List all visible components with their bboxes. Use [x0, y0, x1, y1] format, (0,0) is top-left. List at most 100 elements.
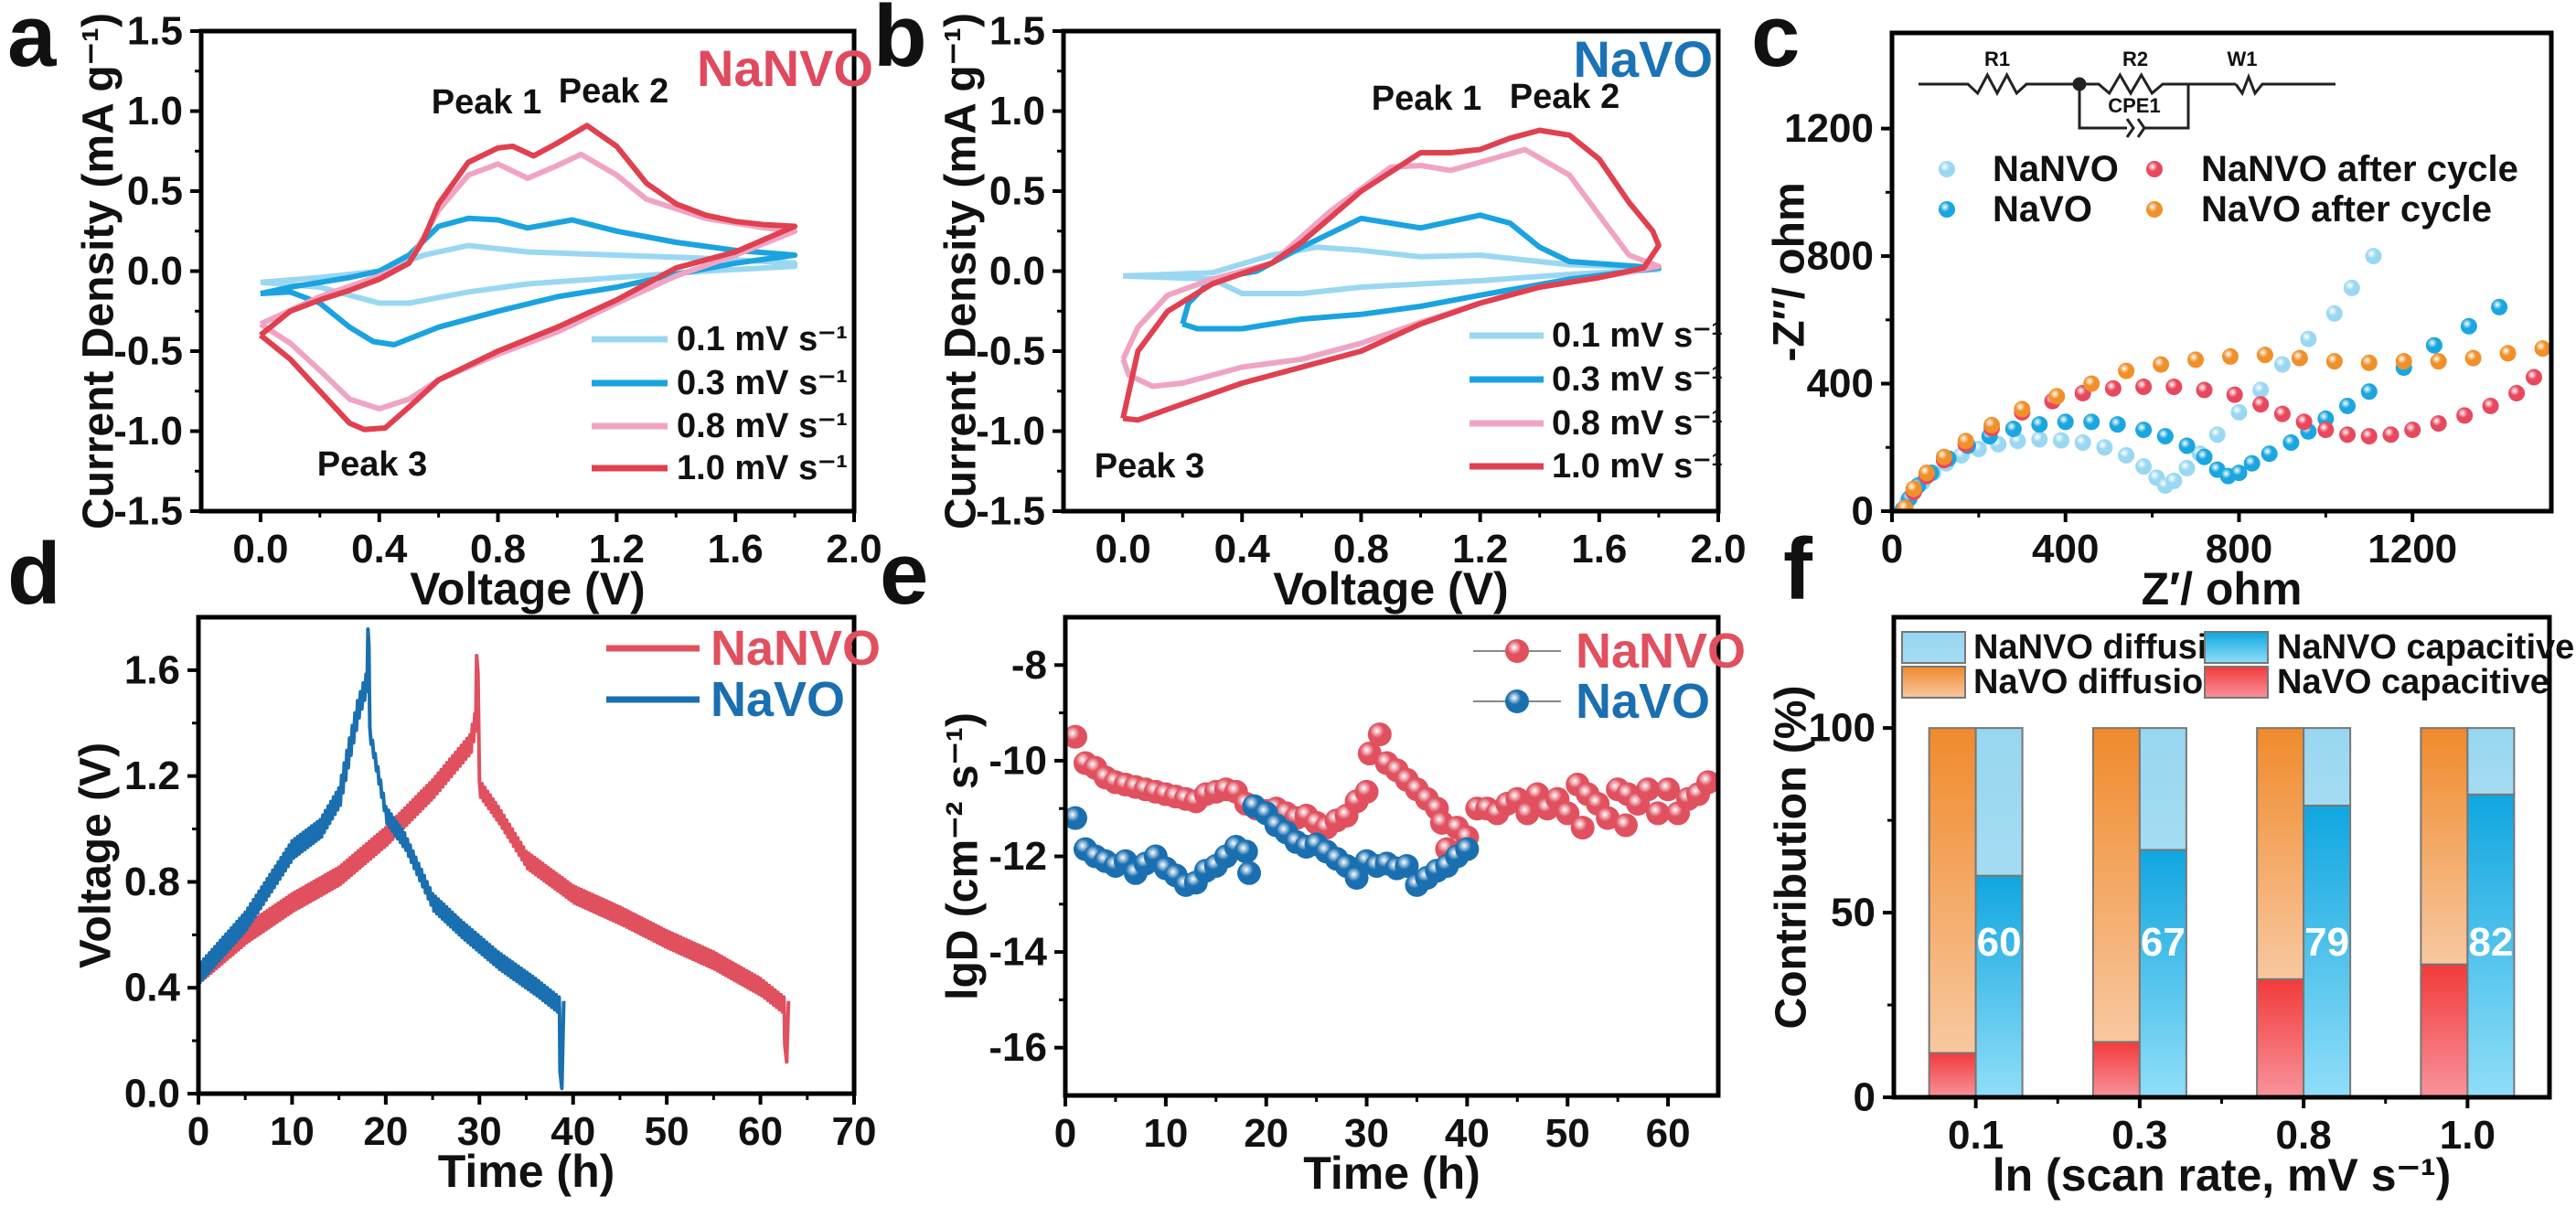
resistor-icon	[1919, 71, 2236, 97]
cpe-icon	[2078, 84, 2190, 138]
data-point	[2178, 459, 2196, 476]
x-tick-label: 0.0	[1096, 527, 1151, 572]
peak-label: Peak 2	[559, 72, 668, 111]
data-point	[2460, 317, 2477, 335]
legend-label: NaNVO after cycle	[2201, 149, 2518, 189]
x-tick-label: 0	[1881, 527, 1903, 572]
x-tick-label: 2.0	[826, 527, 882, 572]
data-point	[2230, 465, 2248, 482]
bar-value-label: 82	[2468, 920, 2513, 965]
y-tick-label: 0.5	[127, 169, 183, 214]
legend-item: 1.0 mV s⁻¹	[1470, 447, 1723, 486]
y-axis-title: Current Density (mA g⁻¹)	[75, 13, 123, 529]
data-point	[2295, 413, 2313, 431]
data-point	[2031, 416, 2048, 433]
bar-segment	[2256, 978, 2305, 1097]
legend-item: NaVO	[1473, 674, 1710, 729]
legend-label: NaNVO capacitive	[2277, 628, 2574, 667]
data-point	[1065, 724, 1087, 749]
legend-label: NaVO after cycle	[2201, 189, 2492, 230]
y-tick-label: 800	[1807, 234, 1874, 279]
sample-label: NaVO	[1574, 30, 1714, 88]
data-point	[1596, 806, 1620, 830]
x-tick-label: 1.0	[2440, 1113, 2496, 1158]
legend-marker	[2146, 201, 2163, 218]
data-point	[1354, 779, 1379, 804]
data-point	[2208, 426, 2226, 443]
legend-marker	[1939, 161, 1955, 177]
panel-e: e 0 10 20 30 40 50 60 -16 -14 -12 -10 -8 Time (h) lgD …	[880, 525, 1746, 1199]
x-tick-label: 1.6	[1571, 527, 1627, 572]
bar-segment	[2256, 727, 2305, 980]
legend-item: NaVO diffusion	[1901, 663, 2224, 701]
legend-label: 0.8 mV s⁻¹	[1552, 404, 1723, 443]
data-point	[2153, 356, 2170, 373]
legend-label: NaVO	[1993, 189, 2092, 230]
data-point	[1918, 465, 1935, 482]
x-tick-label: 30	[1344, 1111, 1389, 1156]
x-axis-title: Voltage (V)	[1273, 563, 1508, 614]
legend-label: 1.0 mV s⁻¹	[677, 449, 848, 487]
data-point	[2165, 379, 2183, 396]
y-tick-label: -1.0	[976, 409, 1045, 454]
data-point	[1957, 433, 1974, 450]
circuit-label: W1	[2228, 48, 2258, 70]
data-point	[2135, 458, 2153, 475]
panel-letter: e	[880, 525, 928, 623]
y-tick-label: 1.0	[989, 89, 1045, 134]
bar-segment	[2091, 1041, 2141, 1097]
y-tick-label: -8	[1011, 643, 1047, 688]
y-tick-label: 100	[1809, 706, 1876, 751]
data-point	[2135, 422, 2153, 439]
legend-item: 0.3 mV s⁻¹	[1470, 360, 1723, 399]
data-point	[2456, 407, 2474, 424]
data-point	[2382, 426, 2400, 443]
data-point	[2243, 454, 2261, 472]
bar-value-label: 79	[2304, 920, 2349, 965]
data-point	[1065, 806, 1087, 830]
y-tick-label: 1.2	[124, 753, 180, 798]
x-tick-label: 60	[1646, 1111, 1691, 1156]
bar-segment	[2303, 727, 2352, 807]
legend-label: NaVO diffusion	[1973, 663, 2224, 701]
data-point	[2057, 413, 2074, 431]
y-tick-label: 50	[1831, 891, 1876, 935]
x-tick-label: 0.4	[1214, 527, 1271, 572]
data-point	[2118, 446, 2135, 464]
series-line	[198, 654, 791, 1064]
legend-marker	[1505, 639, 1529, 663]
data-point	[1935, 448, 1952, 465]
y-axis-title: -Z″/ ohm	[1766, 182, 1814, 361]
data-point	[2156, 428, 2174, 445]
data-point	[2165, 472, 2183, 489]
legend-item: NaNVO	[606, 621, 881, 676]
legend-item: NaVO capacitive	[2204, 663, 2549, 701]
x-tick-label: 0.1	[1948, 1113, 2004, 1158]
data-point	[1455, 837, 1480, 861]
legend-label: NaNVO diffusion	[1973, 628, 2250, 667]
x-tick-label: 40	[1445, 1111, 1490, 1156]
x-tick-label: 20	[1244, 1111, 1288, 1156]
bar-segment	[1974, 874, 2024, 1097]
x-tick-label: 0.3	[2111, 1113, 2167, 1158]
y-tick-label: 1.5	[989, 9, 1045, 54]
y-tick-label: 1.0	[127, 89, 183, 134]
data-point	[1570, 816, 1595, 840]
data-point	[2118, 362, 2135, 379]
data-point	[2360, 383, 2378, 401]
data-point	[2014, 401, 2031, 418]
series-line	[259, 123, 798, 433]
legend-item: 1.0 mV s⁻¹	[592, 449, 848, 487]
data-point	[2252, 396, 2270, 413]
y-tick-label: 0.4	[124, 966, 181, 1010]
y-tick-label: 400	[1807, 361, 1874, 406]
bar-segment	[2420, 727, 2469, 966]
x-tick-label: 10	[270, 1109, 315, 1154]
legend-swatch	[2204, 666, 2269, 699]
panel-d: d 0 10 20 30 40 50 60 70 0.0 0.4 0.8 1.2 1.6 Time (h) V…	[7, 525, 881, 1197]
x-tick-label: 0.4	[351, 527, 408, 572]
legend-item: 0.8 mV s⁻¹	[1470, 404, 1723, 443]
x-tick-label: 0.8	[470, 527, 526, 572]
bar-segment	[1928, 1052, 1977, 1097]
